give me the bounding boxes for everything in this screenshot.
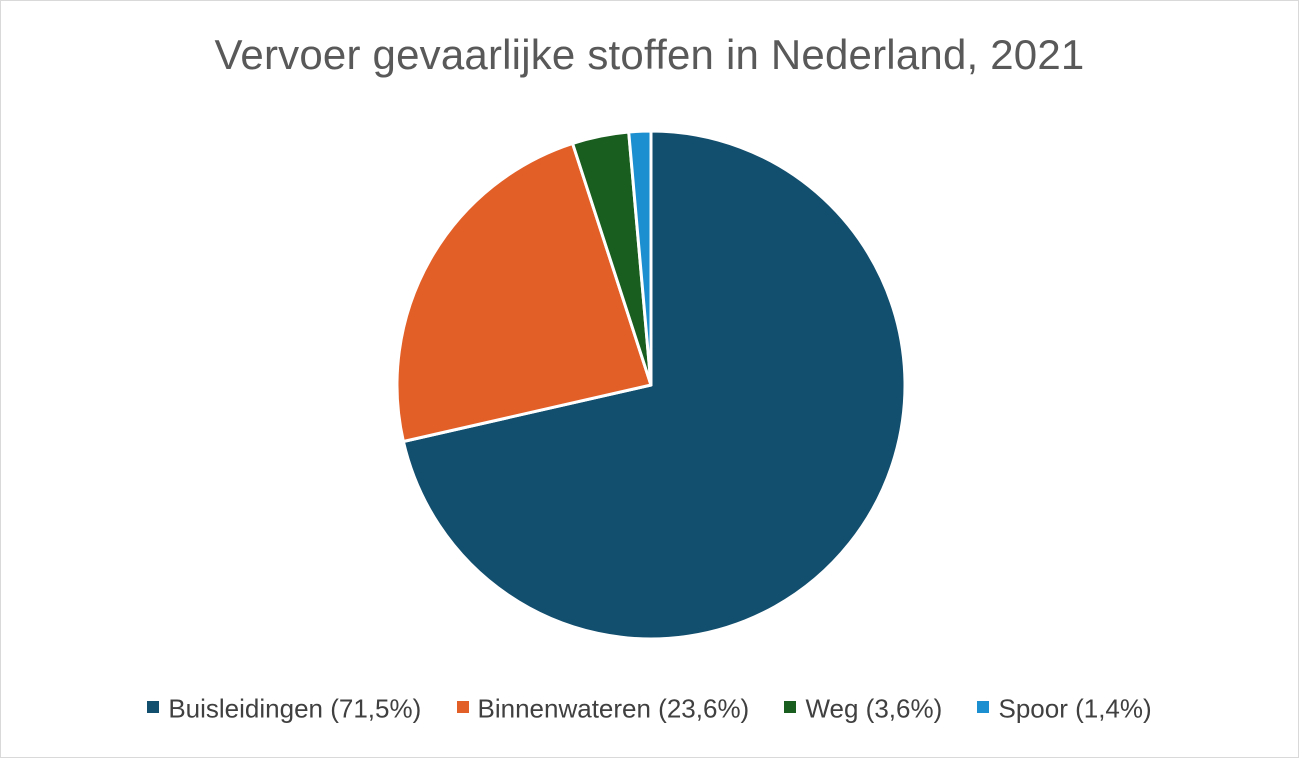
- legend-item-binnenwateren: Binnenwateren (23,6%): [456, 692, 750, 725]
- legend-label-spoor: Spoor (1,4%): [998, 693, 1152, 724]
- legend-swatch-buisleidingen: [147, 700, 160, 713]
- pie-slice-buisleidingen: [401, 129, 907, 641]
- legend-item-buisleidingen: Buisleidingen (71,5%): [147, 692, 421, 725]
- legend-item-spoor: Spoor (1,4%): [977, 692, 1152, 725]
- legend-label-buisleidingen: Buisleidingen (71,5%): [168, 693, 422, 724]
- legend-swatch-spoor: [977, 700, 990, 713]
- legend-label-binnenwateren: Binnenwateren (23,6%): [477, 693, 750, 724]
- legend-swatch-binnenwateren: [456, 700, 469, 713]
- legend-label-weg: Weg (3,6%): [805, 693, 943, 724]
- chart-legend: Buisleidingen (71,5%) Binnenwateren (23,…: [1, 691, 1298, 724]
- pie-slice-spoor: [627, 129, 653, 387]
- chart-title: Vervoer gevaarlijke stoffen in Nederland…: [214, 31, 1085, 78]
- pie-slice-binnenwateren: [395, 141, 653, 444]
- legend-swatch-weg: [784, 700, 797, 713]
- legend-item-weg: Weg (3,6%): [784, 692, 942, 725]
